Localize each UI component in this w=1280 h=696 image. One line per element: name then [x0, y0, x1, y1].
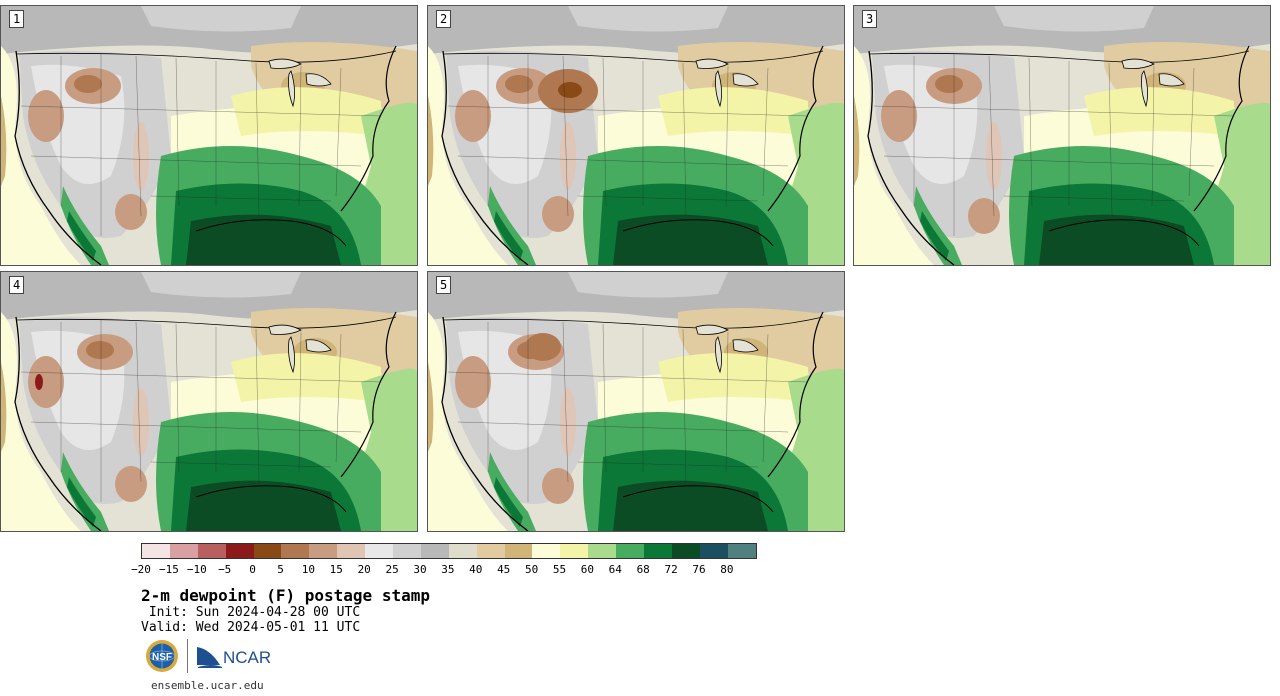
website-link[interactable]: ensemble.ucar.edu [151, 679, 264, 692]
colorbar-swatch [448, 544, 477, 558]
stamp-panel-5: 5 [427, 271, 845, 532]
colorbar-tick-label: −10 [186, 563, 207, 576]
valid-time: Valid: Wed 2024-05-01 11 UTC [141, 620, 361, 635]
colorbar-tick-label: 64 [608, 563, 622, 576]
logo-divider [187, 639, 188, 673]
colorbar-tick-label: 80 [720, 563, 734, 576]
colorbar-swatch [309, 544, 338, 558]
colorbar-tick-label: 55 [552, 563, 567, 576]
colorbar-tick-label: 72 [664, 563, 678, 576]
init-time: Init: Sun 2024-04-28 00 UTC [141, 605, 361, 620]
colorbar-tick-label: −5 [218, 563, 232, 576]
colorbar-tick-label: 60 [580, 563, 595, 576]
dewpoint-map [428, 6, 844, 265]
figure-title: 2-m dewpoint (F) postage stamp [141, 586, 430, 605]
colorbar-swatch [393, 544, 421, 558]
colorbar-tick-label: 15 [329, 563, 343, 576]
colorbar-tick-label: 20 [357, 563, 371, 576]
colorbar-swatch [142, 544, 170, 558]
stamp-panel-2: 2 [427, 5, 845, 266]
panel-number: 5 [436, 276, 452, 294]
panel-number: 1 [9, 10, 25, 28]
nsf-globe-icon: NSF [146, 640, 178, 672]
colorbar-tick-label: −15 [158, 563, 179, 576]
colorbar-tick-label: 40 [469, 563, 483, 576]
colorbar-tick-label: 0 [249, 563, 256, 576]
colorbar-tick-label: 45 [497, 563, 511, 576]
colorbar-swatch [727, 544, 756, 558]
nsf-logo-text: NSF [152, 652, 172, 663]
dewpoint-map [1, 272, 417, 531]
panel-number: 4 [9, 276, 25, 294]
colorbar-swatch [253, 544, 282, 558]
colorbar-swatch [476, 544, 505, 558]
colorbar-swatch [281, 544, 310, 558]
colorbar-tick-label: 76 [692, 563, 706, 576]
colorbar-swatch [337, 544, 366, 558]
colorbar-swatch [699, 544, 728, 558]
dewpoint-map [428, 272, 844, 531]
colorbar-swatch [504, 544, 533, 558]
colorbar-swatch [169, 544, 198, 558]
colorbar [141, 543, 757, 559]
colorbar-swatch [197, 544, 226, 558]
colorbar-tick-label: 10 [301, 563, 316, 576]
colorbar-tick-label: 30 [413, 563, 427, 576]
colorbar-tick-label: 5 [277, 563, 284, 576]
panel-number: 2 [436, 10, 452, 28]
colorbar-swatch [671, 544, 700, 558]
stamp-panel-3: 3 [853, 5, 1271, 266]
colorbar-swatch [420, 544, 449, 558]
panel-number: 3 [862, 10, 878, 28]
ncar-logo-text: NCAR [223, 648, 271, 667]
stamp-panel-1: 1 [0, 5, 418, 266]
colorbar-swatch [616, 544, 645, 558]
colorbar-tick-label: 50 [524, 563, 539, 576]
dewpoint-map [1, 6, 417, 265]
colorbar-tick-label: −20 [131, 563, 151, 576]
colorbar-swatch [532, 544, 561, 558]
stamp-panel-4: 4 [0, 271, 418, 532]
colorbar-ticks: −20 −15 −10 −5 0 5 10 15 20 25 30 35 40 45 50 55 60 64 68 7… [131, 563, 756, 577]
colorbar-swatch [560, 544, 589, 558]
colorbar-tick-label: 25 [385, 563, 399, 576]
colorbar-swatch [225, 544, 254, 558]
ncar-wave-icon: NCAR [197, 647, 271, 668]
colorbar-tick-label: 35 [441, 563, 455, 576]
colorbar-swatch [588, 544, 617, 558]
dewpoint-map [854, 6, 1270, 265]
colorbar-tick-label: 68 [636, 563, 650, 576]
colorbar-swatch [365, 544, 394, 558]
colorbar-swatch [644, 544, 672, 558]
